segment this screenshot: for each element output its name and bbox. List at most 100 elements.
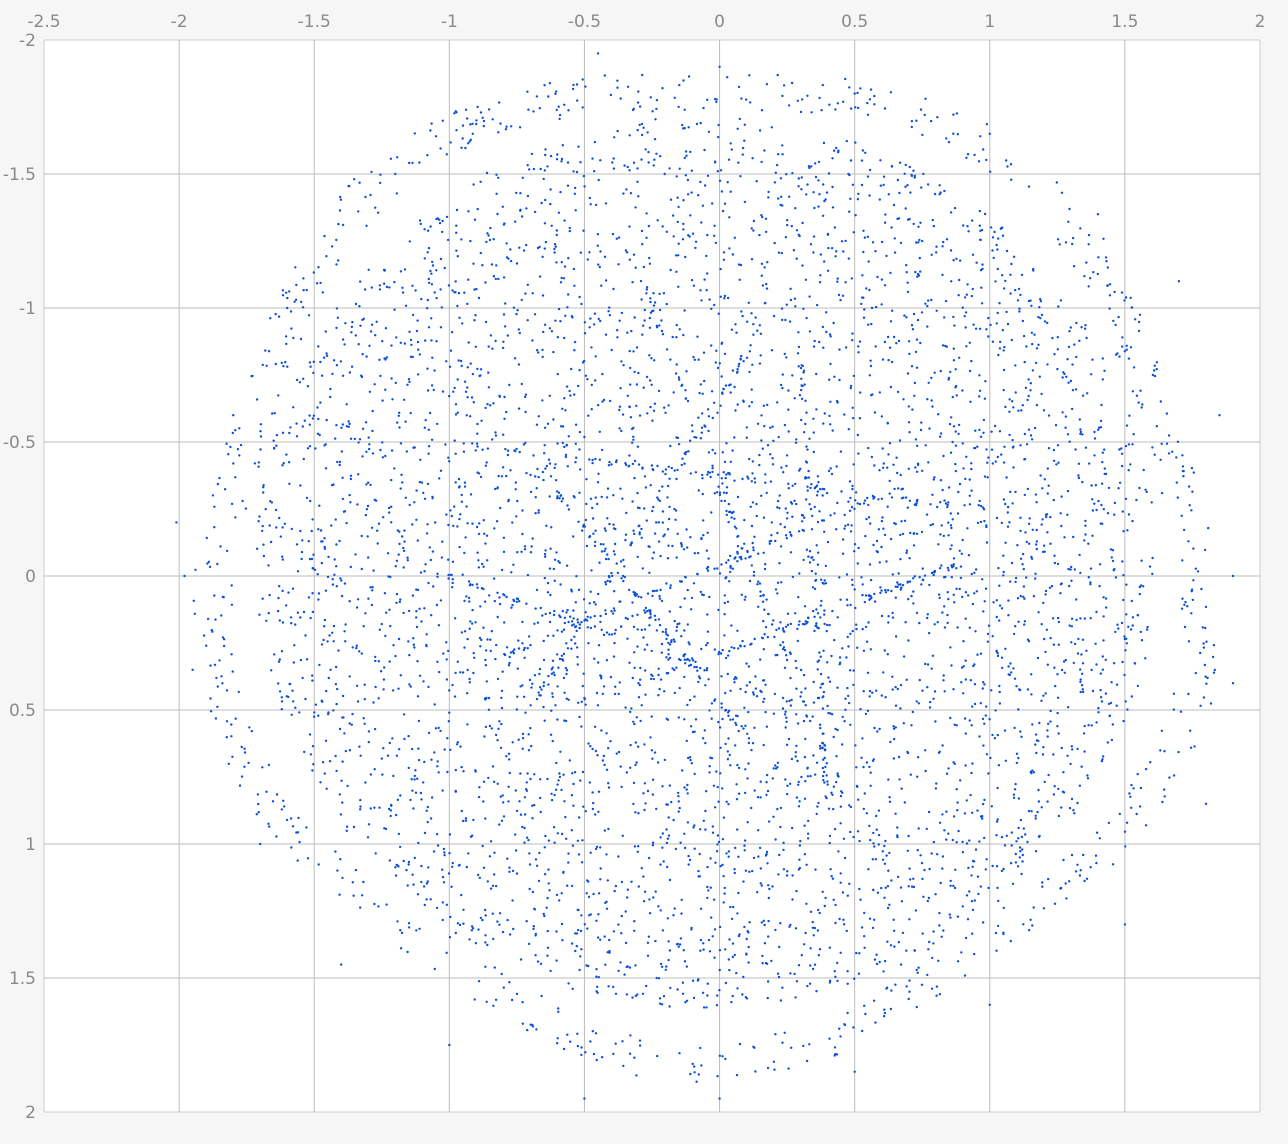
scatter-point xyxy=(1030,304,1033,307)
scatter-point xyxy=(549,547,552,550)
scatter-point xyxy=(718,925,722,929)
scatter-point xyxy=(892,737,896,741)
scatter-point xyxy=(720,190,724,193)
scatter-point xyxy=(597,263,600,266)
scatter-point xyxy=(238,784,242,787)
scatter-point xyxy=(793,397,796,400)
scatter-point xyxy=(331,578,334,581)
scatter-point xyxy=(602,685,606,688)
scatter-point xyxy=(963,812,967,815)
scatter-point xyxy=(298,381,302,384)
scatter-point xyxy=(631,441,634,444)
scatter-point xyxy=(638,414,642,417)
scatter-point xyxy=(543,426,547,429)
scatter-point xyxy=(561,441,564,445)
scatter-point xyxy=(442,652,445,655)
scatter-point xyxy=(706,982,709,985)
scatter-point xyxy=(791,484,794,487)
scatter-point xyxy=(844,697,847,700)
scatter-point xyxy=(565,669,569,672)
scatter-point xyxy=(636,628,639,631)
scatter-point xyxy=(205,536,208,540)
scatter-point xyxy=(356,700,360,703)
scatter-point xyxy=(466,117,469,120)
scatter-point xyxy=(413,778,416,781)
scatter-point xyxy=(403,398,406,401)
scatter-point xyxy=(1125,821,1129,824)
scatter-point xyxy=(496,677,500,681)
scatter-point xyxy=(719,267,722,271)
scatter-point xyxy=(908,431,911,434)
scatter-point xyxy=(564,815,567,819)
scatter-point xyxy=(729,566,732,569)
scatter-point xyxy=(519,685,522,688)
scatter-point xyxy=(345,425,349,428)
scatter-point xyxy=(473,218,477,221)
scatter-point xyxy=(964,617,967,620)
scatter-point xyxy=(991,635,994,638)
scatter-point xyxy=(829,868,832,871)
scatter-point xyxy=(729,764,732,767)
scatter-point xyxy=(299,616,302,619)
scatter-point xyxy=(542,684,545,688)
scatter-point xyxy=(360,652,363,655)
scatter-point xyxy=(852,669,855,672)
scatter-point xyxy=(926,398,929,401)
scatter-point xyxy=(589,590,592,593)
scatter-point xyxy=(537,475,540,479)
scatter-point xyxy=(678,806,681,810)
scatter-point xyxy=(734,714,738,717)
scatter-point xyxy=(582,805,585,808)
scatter-point xyxy=(521,642,524,645)
scatter-point xyxy=(370,603,374,607)
scatter-point xyxy=(952,113,955,116)
scatter-point xyxy=(425,633,428,636)
scatter-point xyxy=(491,884,495,887)
scatter-point xyxy=(677,795,680,798)
scatter-point xyxy=(538,275,542,278)
scatter-point xyxy=(621,413,625,416)
scatter-point xyxy=(640,628,643,632)
scatter-point xyxy=(693,358,696,361)
scatter-point xyxy=(599,319,602,323)
scatter-point xyxy=(1093,502,1096,505)
scatter-point xyxy=(793,972,796,976)
scatter-point xyxy=(835,755,838,758)
scatter-point xyxy=(430,272,433,275)
scatter-point xyxy=(873,845,876,848)
scatter-point xyxy=(1101,378,1105,381)
scatter-point xyxy=(412,807,415,810)
scatter-point xyxy=(345,403,348,406)
scatter-point xyxy=(227,453,230,456)
scatter-point xyxy=(585,544,589,548)
scatter-point xyxy=(632,426,635,430)
scatter-point xyxy=(868,695,871,698)
scatter-point xyxy=(728,384,731,387)
scatter-point xyxy=(938,924,941,927)
scatter-point xyxy=(281,289,285,292)
scatter-point xyxy=(227,762,230,765)
scatter-point xyxy=(555,959,558,962)
scatter-point xyxy=(1113,501,1117,505)
scatter-point xyxy=(952,259,955,262)
scatter-point xyxy=(675,363,678,366)
scatter-point xyxy=(687,75,691,78)
scatter-point xyxy=(358,650,361,653)
scatter-point xyxy=(515,191,518,195)
scatter-point xyxy=(552,350,555,354)
scatter-point xyxy=(724,742,727,746)
scatter-point xyxy=(568,759,571,762)
scatter-point xyxy=(883,107,887,110)
scatter-point xyxy=(663,172,666,176)
scatter-point xyxy=(471,522,474,525)
scatter-point xyxy=(921,469,924,472)
scatter-point xyxy=(892,727,896,730)
scatter-point xyxy=(357,343,360,346)
scatter-point xyxy=(324,467,328,470)
scatter-point xyxy=(451,683,454,687)
scatter-point xyxy=(952,761,955,764)
scatter-point xyxy=(837,775,840,778)
scatter-point xyxy=(498,912,502,915)
scatter-point xyxy=(852,374,856,378)
scatter-point xyxy=(697,489,700,492)
